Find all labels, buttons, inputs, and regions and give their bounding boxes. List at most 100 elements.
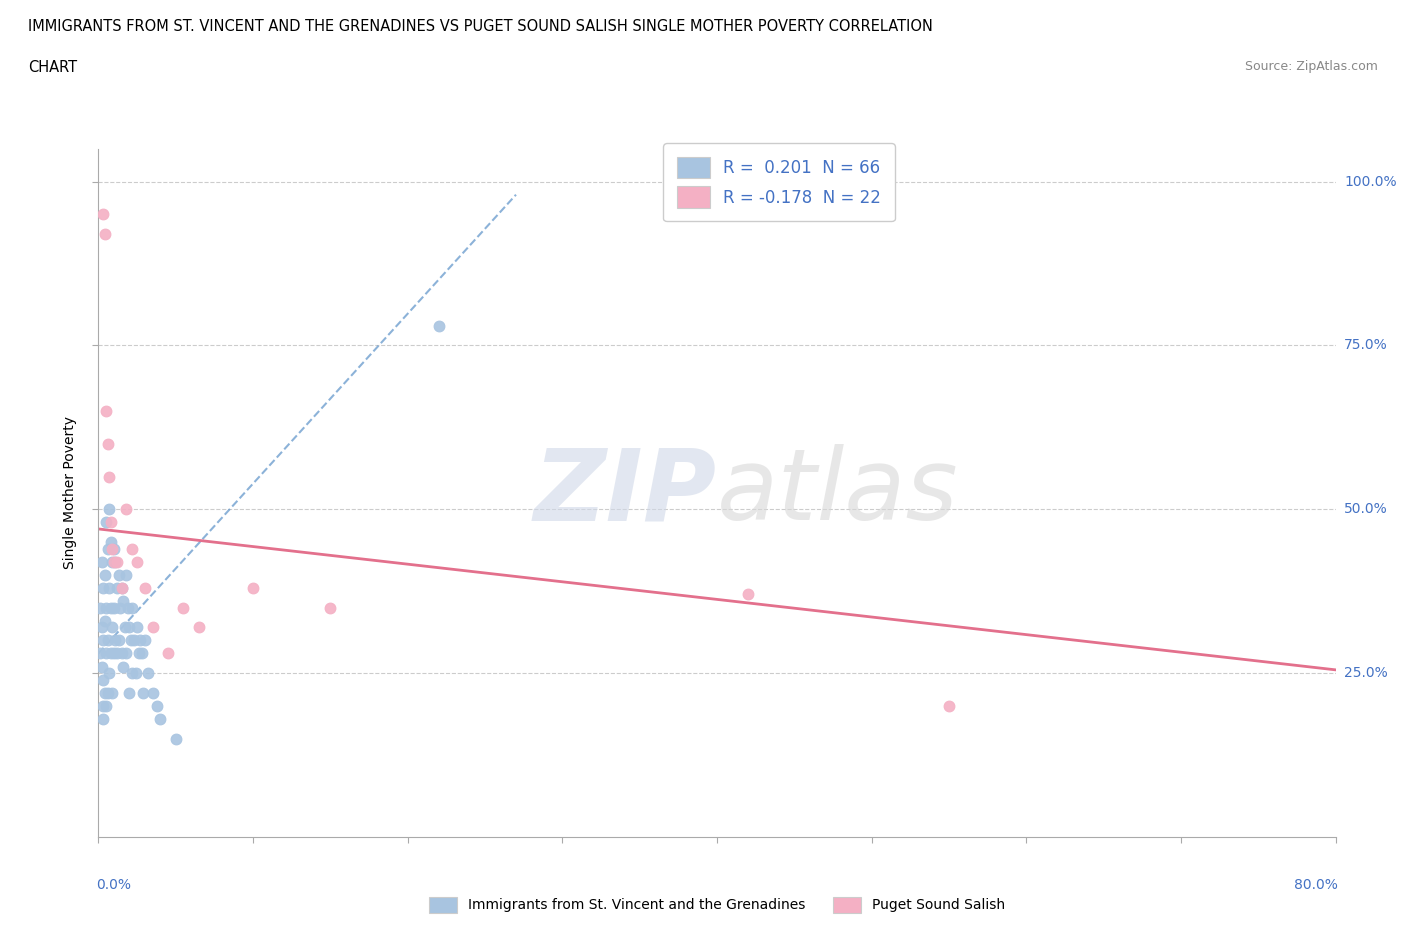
Point <box>103 554 125 569</box>
Point <box>98 666 121 681</box>
Point <box>121 600 143 615</box>
Point <box>91 698 114 713</box>
Point <box>101 554 124 569</box>
Point <box>115 502 138 517</box>
Point <box>96 646 118 661</box>
Point <box>737 587 759 602</box>
Point <box>141 685 165 700</box>
Point <box>120 633 142 648</box>
Text: 80.0%: 80.0% <box>1295 878 1339 892</box>
Point <box>124 666 146 681</box>
Text: 50.0%: 50.0% <box>1344 502 1388 516</box>
Point <box>90 619 112 634</box>
Point <box>157 646 180 661</box>
Point <box>938 698 960 713</box>
Point <box>101 619 124 634</box>
Point <box>100 515 122 530</box>
Point <box>96 404 118 418</box>
Point <box>141 619 165 634</box>
Point <box>105 554 128 569</box>
Point <box>101 685 124 700</box>
Text: CHART: CHART <box>28 60 77 75</box>
Point <box>115 646 138 661</box>
Point <box>91 633 114 648</box>
Point <box>115 567 138 582</box>
Point <box>103 646 125 661</box>
Point <box>107 567 129 582</box>
Point <box>93 613 115 628</box>
Point <box>105 580 128 595</box>
Point <box>136 666 159 681</box>
Point <box>103 600 125 615</box>
Point <box>90 554 112 569</box>
Point <box>122 633 145 648</box>
Point <box>149 711 172 726</box>
Point <box>104 554 127 569</box>
Point <box>97 685 120 700</box>
Point <box>97 436 120 451</box>
Point <box>97 633 120 648</box>
Text: 100.0%: 100.0% <box>1344 175 1396 189</box>
Point <box>101 541 124 556</box>
Text: IMMIGRANTS FROM ST. VINCENT AND THE GRENADINES VS PUGET SOUND SALISH SINGLE MOTH: IMMIGRANTS FROM ST. VINCENT AND THE GREN… <box>28 19 934 33</box>
Point <box>91 672 114 687</box>
Point <box>134 580 156 595</box>
Point <box>98 502 121 517</box>
Point <box>111 580 132 595</box>
Point <box>121 666 143 681</box>
Point <box>172 600 194 615</box>
Text: 0.0%: 0.0% <box>96 878 131 892</box>
Point <box>427 318 450 333</box>
Point <box>128 646 150 661</box>
Point <box>89 600 111 615</box>
Point <box>91 580 114 595</box>
Point <box>91 711 114 726</box>
Point <box>111 646 132 661</box>
Point <box>131 646 153 661</box>
Point <box>112 659 135 674</box>
Point <box>121 541 143 556</box>
Point <box>91 206 114 221</box>
Point <box>100 535 122 550</box>
Point <box>100 600 122 615</box>
Point <box>132 685 155 700</box>
Point <box>89 646 111 661</box>
Point <box>90 659 112 674</box>
Point <box>98 469 121 484</box>
Point <box>96 515 118 530</box>
Point <box>112 593 135 608</box>
Point <box>107 633 129 648</box>
Point <box>188 619 211 634</box>
Point <box>319 600 342 615</box>
Point <box>146 698 169 713</box>
Point <box>93 685 115 700</box>
Text: 25.0%: 25.0% <box>1344 666 1388 680</box>
Point <box>127 554 149 569</box>
Point <box>242 580 264 595</box>
Point <box>134 633 156 648</box>
Point <box>118 685 141 700</box>
Point <box>117 600 139 615</box>
Text: ZIP: ZIP <box>534 445 717 541</box>
Point <box>111 580 132 595</box>
Legend: Immigrants from St. Vincent and the Grenadines, Puget Sound Salish: Immigrants from St. Vincent and the Gren… <box>422 890 1012 920</box>
Text: Source: ZipAtlas.com: Source: ZipAtlas.com <box>1244 60 1378 73</box>
Point <box>105 646 128 661</box>
Point <box>98 580 121 595</box>
Point <box>100 646 122 661</box>
Y-axis label: Single Mother Poverty: Single Mother Poverty <box>63 417 77 569</box>
Text: 75.0%: 75.0% <box>1344 339 1388 352</box>
Point <box>103 541 125 556</box>
Point <box>96 600 118 615</box>
Point <box>93 227 115 242</box>
Point <box>96 698 118 713</box>
Point <box>114 619 136 634</box>
Point <box>97 541 120 556</box>
Point <box>108 600 131 615</box>
Point <box>165 731 187 746</box>
Point <box>93 567 115 582</box>
Text: atlas: atlas <box>717 445 959 541</box>
Point <box>129 633 152 648</box>
Point <box>104 633 127 648</box>
Point <box>127 619 149 634</box>
